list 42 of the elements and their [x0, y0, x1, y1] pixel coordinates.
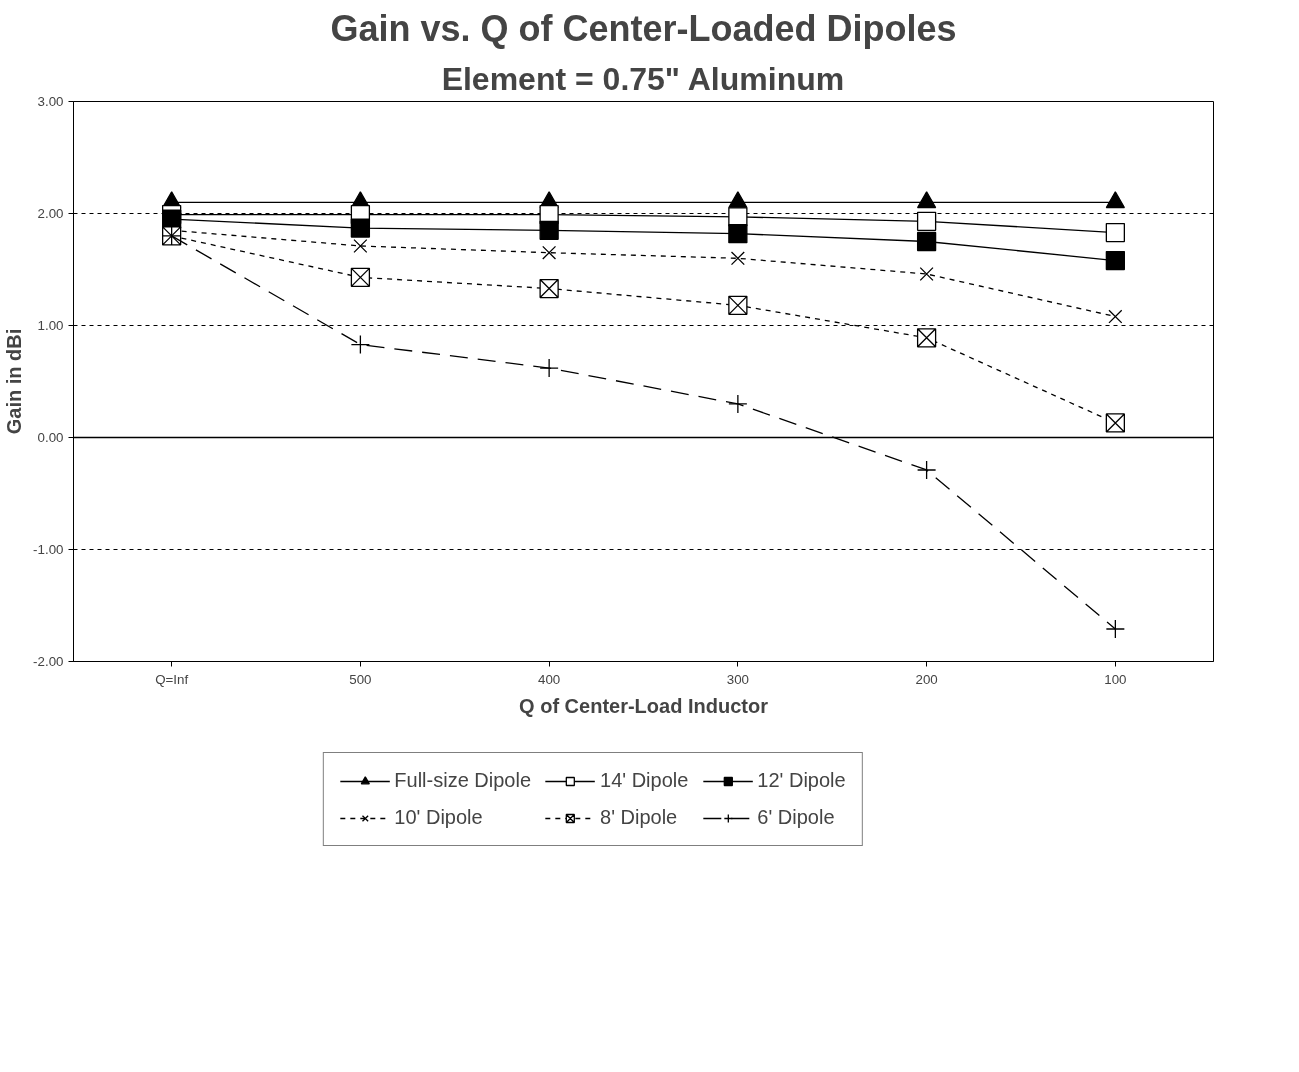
y-tick-label: -2.00	[33, 654, 64, 669]
point	[730, 251, 745, 266]
point	[353, 238, 368, 253]
y-tick-label: -1.00	[33, 542, 64, 557]
y-axis-title: Gain in dBi	[3, 328, 26, 435]
y-tick-label: 0.00	[37, 430, 64, 445]
legend-label: Full-size Dipole	[394, 769, 532, 792]
point	[916, 211, 937, 231]
x-tick-label: 100	[1104, 671, 1127, 687]
point	[919, 266, 934, 281]
point	[916, 460, 937, 480]
y-tick-label: 1.00	[37, 318, 64, 333]
x-tick-label: 200	[915, 671, 938, 687]
point	[728, 394, 748, 414]
point	[539, 358, 559, 378]
legend-label: 10' Dipole	[394, 806, 483, 829]
point	[350, 218, 371, 238]
point	[542, 245, 557, 260]
legend-label: 14' Dipole	[600, 769, 689, 792]
x-tick-label: 300	[726, 671, 749, 687]
point	[728, 295, 748, 315]
point	[1105, 413, 1125, 433]
point	[916, 231, 937, 252]
point	[539, 220, 559, 240]
point	[1105, 250, 1125, 271]
x-axis-title: Q of Center-Load Inductor	[519, 694, 769, 717]
x-tick-label: 500	[349, 671, 372, 687]
point	[1108, 309, 1123, 324]
point	[350, 334, 371, 355]
y-tick-label: 2.00	[37, 206, 64, 221]
y-tick-label: 3.00	[37, 94, 64, 109]
point	[728, 224, 748, 244]
chart-subtitle: Element = 0.75" Aluminum	[441, 60, 845, 97]
x-tick-label: Q=Inf	[155, 671, 189, 687]
point	[1105, 619, 1125, 639]
point	[539, 278, 559, 299]
legend-label: 8' Dipole	[600, 806, 678, 829]
x-tick-label: 400	[538, 671, 561, 687]
point	[1105, 222, 1125, 243]
legend-label: 6' Dipole	[757, 806, 835, 829]
legend-label: 12' Dipole	[757, 769, 846, 792]
chart-title: Gain vs. Q of Center-Loaded Dipoles	[330, 7, 957, 49]
